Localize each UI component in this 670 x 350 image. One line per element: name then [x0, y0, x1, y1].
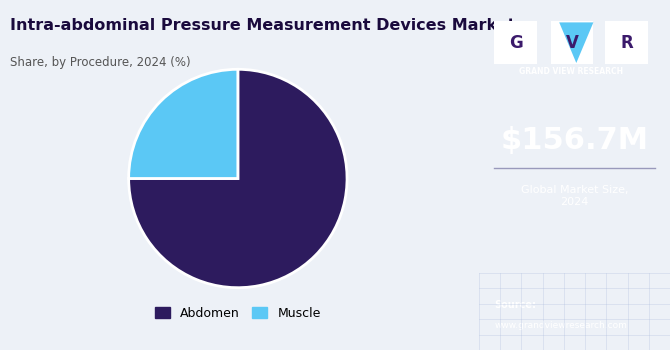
Text: Share, by Procedure, 2024 (%): Share, by Procedure, 2024 (%)	[9, 56, 190, 69]
Text: R: R	[620, 34, 633, 52]
Text: G: G	[509, 34, 523, 52]
Text: $156.7M: $156.7M	[500, 126, 649, 154]
Text: Global Market Size,
2024: Global Market Size, 2024	[521, 185, 628, 207]
Legend: Abdomen, Muscle: Abdomen, Muscle	[150, 302, 326, 325]
Text: V: V	[565, 34, 578, 52]
FancyBboxPatch shape	[551, 21, 594, 64]
Text: www.grandviewresearch.com: www.grandviewresearch.com	[494, 321, 627, 330]
Text: Intra-abdominal Pressure Measurement Devices Market: Intra-abdominal Pressure Measurement Dev…	[9, 18, 515, 33]
Wedge shape	[129, 69, 238, 178]
Polygon shape	[559, 22, 594, 63]
Text: GRAND VIEW RESEARCH: GRAND VIEW RESEARCH	[519, 67, 623, 76]
FancyBboxPatch shape	[494, 21, 537, 64]
FancyBboxPatch shape	[606, 21, 648, 64]
Wedge shape	[129, 69, 347, 288]
Text: Source:: Source:	[494, 300, 536, 309]
